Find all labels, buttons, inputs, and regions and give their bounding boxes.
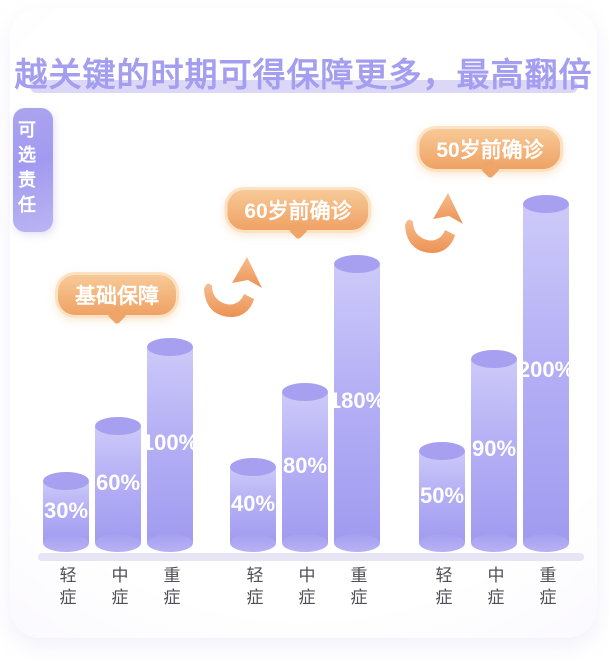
category-label: 中症: [484, 566, 504, 610]
chart-area: 基础保障 60岁前确诊 50岁前确诊 30% 轻症 60% 中症 100% 重症 40% 轻症…: [10, 8, 597, 638]
page-title: 越关键的时期可得保障更多，最高翻倍: [14, 56, 593, 93]
growth-arrow-icon: [204, 257, 262, 317]
bar-value-label: 60%: [95, 470, 141, 495]
category-label: 轻症: [243, 566, 263, 610]
bar-value-label: 50%: [419, 483, 465, 508]
badge-basic-coverage: 基础保障: [55, 272, 179, 318]
infographic-card: 越关键的时期可得保障更多，最高翻倍 可选责任 基础保障 60岁前确诊 50岁前确…: [10, 8, 597, 638]
badge-diagnosed-before-50: 50岁前确诊: [416, 126, 564, 172]
bar-value-label: 180%: [328, 388, 386, 413]
baseline-strip: [38, 553, 584, 561]
cylinder-bar: 60%: [95, 417, 141, 552]
cylinder-bar: 100%: [142, 338, 198, 552]
bar-value-label: 200%: [517, 357, 575, 382]
cylinder-bar: 90%: [471, 350, 517, 552]
category-label: 轻症: [56, 566, 76, 610]
title-underline: [29, 80, 578, 93]
bar-value-label: 80%: [282, 453, 328, 478]
cylinder-bar: 30%: [43, 472, 89, 552]
bar-value-label: 90%: [471, 436, 517, 461]
cylinder-bar: 200%: [518, 195, 574, 552]
bar-value-label: 30%: [43, 498, 89, 523]
category-label: 重症: [347, 566, 367, 610]
optional-liability-tab: 可选责任: [13, 108, 53, 232]
bar-value-label: 40%: [230, 491, 276, 516]
cylinder-bar: 40%: [230, 458, 276, 552]
category-label: 轻症: [432, 566, 452, 610]
bar-value-label: 100%: [141, 430, 199, 455]
category-label: 重症: [536, 566, 556, 610]
cylinder-bar: 80%: [282, 383, 328, 552]
category-label: 重症: [160, 566, 180, 610]
cylinder-bar: 180%: [329, 255, 385, 552]
growth-arrow-icon: [405, 193, 463, 253]
category-label: 中症: [295, 566, 315, 610]
cylinder-bar: 50%: [419, 442, 465, 552]
badge-diagnosed-before-60: 60岁前确诊: [224, 187, 372, 233]
category-label: 中症: [108, 566, 128, 610]
